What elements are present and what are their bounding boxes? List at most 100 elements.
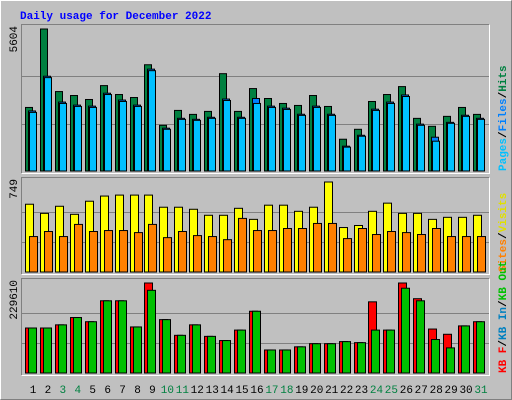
panel-edge-dark [21, 278, 490, 376]
x-tick-label: 25 [385, 385, 398, 397]
legend-separator: / [498, 232, 510, 239]
panel-edge-light [21, 278, 490, 376]
bar [74, 223, 83, 273]
bar [446, 347, 455, 374]
x-tick-label: 27 [415, 385, 428, 397]
bar [328, 222, 337, 273]
bar [28, 327, 37, 374]
bar [312, 343, 321, 374]
bar [447, 122, 455, 172]
x-tick-label: 20 [310, 385, 323, 397]
bar [119, 100, 127, 172]
bar [223, 99, 231, 172]
x-tick-label: 17 [265, 385, 278, 397]
bar [387, 231, 396, 273]
bar [223, 239, 232, 273]
x-tick-label: 21 [325, 385, 339, 397]
bar [297, 346, 306, 374]
legend-entry: KB In [498, 307, 510, 340]
bar [44, 77, 52, 172]
bar [163, 237, 172, 273]
bar [253, 230, 262, 273]
legend-separator: / [498, 300, 510, 307]
bar [477, 236, 486, 273]
bar [476, 321, 485, 374]
bar [313, 222, 322, 273]
bar [178, 231, 187, 273]
x-tick-label: 6 [104, 385, 111, 397]
bar [208, 236, 217, 273]
bar [177, 334, 186, 374]
legend-entry: Hits [498, 65, 510, 91]
x-tick-label: 26 [400, 385, 413, 397]
bar [43, 327, 52, 374]
bar [193, 235, 202, 273]
bar [298, 114, 306, 172]
x-tick-label: 8 [134, 385, 141, 397]
bar [298, 228, 307, 273]
bar [192, 324, 201, 374]
bar [432, 228, 441, 273]
bar [432, 140, 440, 172]
x-tick-label: 11 [176, 385, 190, 397]
legend: Sites/Visits [498, 193, 510, 272]
bar [237, 329, 246, 374]
bar [134, 232, 143, 273]
legend: Pages/Files/Hits [498, 65, 510, 171]
bar [134, 105, 142, 172]
bar [372, 109, 380, 172]
legend-entry: KB F [498, 347, 510, 373]
bar [147, 289, 156, 374]
bar [163, 128, 171, 172]
x-tick-label: 2 [45, 385, 52, 397]
bar [431, 339, 440, 374]
bar [282, 349, 291, 374]
legend-separator: / [498, 131, 510, 138]
bar [253, 102, 261, 172]
x-tick-label: 14 [221, 385, 235, 397]
bar [207, 335, 216, 374]
bar [417, 124, 425, 172]
x-tick-label: 3 [60, 385, 67, 397]
bar [402, 232, 411, 273]
bar [88, 321, 97, 374]
x-tick-label: 19 [295, 385, 308, 397]
x-tick-label: 4 [74, 385, 81, 397]
panel-edge-light [21, 24, 490, 174]
bar [238, 217, 247, 273]
bar [162, 319, 171, 374]
x-tick-label: 13 [206, 385, 219, 397]
bar [343, 146, 351, 172]
bar [283, 228, 292, 273]
x-tick-label: 30 [459, 385, 472, 397]
x-tick-label: 9 [149, 385, 156, 397]
legend-entry: Sites [498, 239, 510, 272]
legend-separator: / [498, 91, 510, 98]
bar [59, 102, 67, 172]
legend: KB F/KB In/KB Out [498, 261, 510, 373]
bar [447, 236, 456, 273]
chart-title: Daily usage for December 2022 [20, 11, 211, 23]
legend-entry: KB Out [498, 261, 510, 301]
bar [29, 236, 38, 273]
bar [222, 340, 231, 374]
x-tick-label: 7 [119, 385, 126, 397]
bar [358, 228, 367, 273]
x-tick-label: 23 [355, 385, 368, 397]
panel-edge-light [21, 177, 490, 275]
bar [178, 118, 186, 172]
bar [268, 230, 277, 273]
bar [89, 231, 98, 273]
panel-edge-dark [21, 177, 490, 275]
bar [238, 117, 246, 172]
bar [133, 326, 142, 374]
bar [193, 119, 201, 172]
bar [461, 325, 470, 374]
bar [417, 234, 426, 273]
bar [208, 117, 216, 172]
legend-entry: Pages [498, 138, 510, 171]
x-tick-label: 22 [340, 385, 353, 397]
bar [118, 300, 127, 374]
bar [402, 96, 410, 172]
